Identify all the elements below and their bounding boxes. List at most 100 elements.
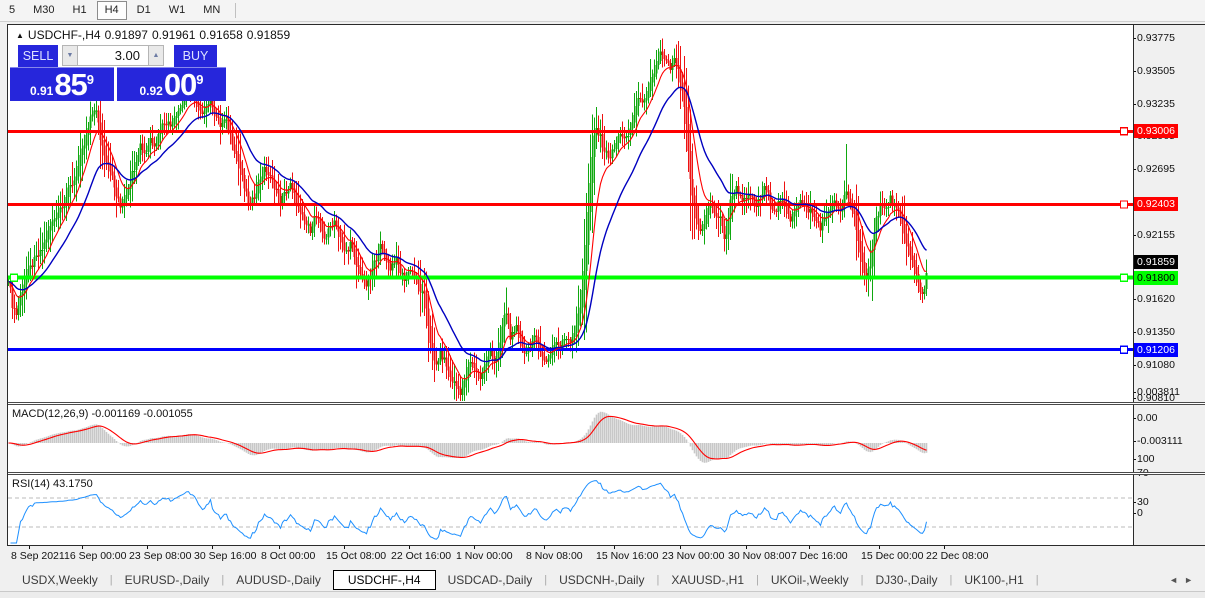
tab-xauusd-h1[interactable]: XAUUSD-,H1 [671, 573, 744, 587]
ohlc-open: 0.91897 [104, 28, 148, 42]
chart-title: ▲ USDCHF-,H4 0.91897 0.91961 0.91658 0.91859 [16, 28, 294, 42]
time-axis-tick [29, 546, 30, 549]
chart-tab-bar: USDX,Weekly | EURUSD-,Daily | AUDUSD-,Daily U… [0, 569, 1205, 591]
tab-usdx-weekly[interactable]: USDX,Weekly [22, 573, 98, 587]
level-price-label: 0.91206 [1134, 343, 1178, 357]
timeframe-button-d1[interactable]: D1 [136, 4, 151, 16]
tab-scroll-left-icon[interactable]: ◄ [1169, 575, 1185, 585]
rsi-pane[interactable] [8, 475, 1133, 545]
macd-axis-label: -0.003111 [1133, 435, 1183, 447]
timeframe-button-w1[interactable]: W1 [168, 4, 186, 16]
macd-splitter[interactable] [8, 402, 1205, 405]
rsi-label: RSI(14) 43.1750 [12, 478, 93, 490]
time-axis-label: 8 Oct 00:00 [261, 550, 316, 562]
tab-scroll-right-icon[interactable]: ► [1184, 575, 1199, 585]
time-axis-label: 15 Nov 16:00 [596, 550, 659, 562]
level-price-label: 0.93006 [1134, 124, 1178, 138]
tab-scroll-arrows: ◄► [1169, 575, 1199, 585]
tab-separator: | [756, 574, 759, 586]
price-axis[interactable]: 0.937750.935050.932350.929650.926950.921… [1132, 25, 1205, 545]
tab-separator: | [949, 574, 953, 586]
ohlc-close: 0.91859 [246, 28, 291, 42]
time-axis-tick [212, 546, 213, 549]
time-axis-tick [409, 546, 410, 549]
status-strip [0, 591, 1205, 598]
time-axis-tick [879, 546, 880, 549]
price-axis-label: 0.93505 [1133, 65, 1175, 77]
timeframe-button-m30[interactable]: M30 [33, 4, 55, 16]
sell-button-label: SELL [22, 49, 54, 63]
time-axis-label: 15 Dec 00:00 [861, 550, 924, 562]
time-axis-label: 30 Nov 08:00 [728, 550, 791, 562]
time-axis-tick [279, 546, 280, 549]
time-axis-tick [809, 546, 810, 549]
one-click-trading-panel: SELL ▼ 3.00 ▲ BUY 0.91 85 9 0.92 00 9 [10, 45, 226, 101]
ohlc-high: 0.91961 [151, 28, 196, 42]
tab-separator: | [1035, 574, 1039, 586]
volume-input[interactable]: 3.00 [78, 45, 148, 66]
time-axis-tick [680, 546, 681, 549]
volume-increase-button[interactable]: ▲ [148, 45, 164, 66]
chart-frame-left [7, 24, 8, 546]
time-axis-label: 8 Sep 2021 [11, 550, 65, 562]
volume-decrease-button[interactable]: ▼ [62, 45, 78, 66]
price-axis-label: 0.92695 [1133, 163, 1175, 175]
rsi-axis-label: 100 [1133, 453, 1155, 465]
tab-separator: | [109, 574, 113, 586]
time-axis-label: 8 Nov 08:00 [526, 550, 583, 562]
tab-ukoil-weekly[interactable]: UKOil-,Weekly [770, 573, 849, 587]
rsi-splitter[interactable] [8, 472, 1205, 475]
rsi-axis-label: 30 [1133, 496, 1149, 508]
toolbar-separator [235, 3, 237, 18]
timeframe-button-h1[interactable]: H1 [72, 4, 87, 16]
time-axis-label: 22 Dec 08:00 [926, 550, 989, 562]
tab-usdchf-h4[interactable]: USDCHF-,H4 [332, 570, 436, 590]
timeframe-button-h4[interactable]: H4 [96, 1, 127, 20]
price-axis-label: 0.92155 [1133, 229, 1175, 241]
tab-uk100-h1[interactable]: UK100-,H1 [964, 573, 1024, 587]
tab-separator: | [656, 574, 660, 586]
time-axis-tick [474, 546, 475, 549]
time-axis-label: 16 Sep 00:00 [64, 550, 127, 562]
tab-dj30-daily[interactable]: DJ30-,Daily [875, 573, 938, 587]
time-axis-label: 7 Dec 16:00 [791, 550, 848, 562]
price-axis-label: 0.91080 [1133, 359, 1175, 371]
time-axis-tick [746, 546, 747, 549]
chart-frame-top [8, 24, 1205, 25]
buy-button[interactable]: BUY [174, 45, 217, 67]
level-price-label: 0.92403 [1134, 197, 1178, 211]
time-axis-tick [944, 546, 945, 549]
buy-price-pip: 9 [196, 72, 204, 87]
time-axis[interactable]: 8 Sep 2021 16 Sep 00:00 23 Sep 08:00 30 Sep… [0, 546, 1205, 568]
time-axis-tick [82, 546, 83, 549]
sell-button[interactable]: SELL [18, 45, 58, 67]
time-axis-label: 1 Nov 00:00 [456, 550, 513, 562]
time-axis-tick [344, 546, 345, 549]
time-axis-divider [8, 545, 1205, 546]
sell-price-prefix: 0.91 [29, 84, 54, 98]
ohlc-low: 0.91658 [199, 28, 243, 42]
tab-eurusd-daily[interactable]: EURUSD-,Daily [124, 573, 210, 587]
tab-separator: | [221, 574, 225, 586]
sell-price-big: 85 [54, 67, 87, 102]
timeframe-button-mn[interactable]: MN [203, 4, 221, 16]
timeframe-button-5[interactable]: 5 [9, 4, 16, 16]
collapse-panel-icon[interactable]: ▲ [16, 31, 24, 40]
time-axis-label: 30 Sep 16:00 [194, 550, 257, 562]
macd-pane[interactable] [8, 405, 1133, 472]
tab-usdcnh-daily[interactable]: USDCNH-,Daily [559, 573, 645, 587]
time-axis-label: 15 Oct 08:00 [326, 550, 387, 562]
price-axis-label: 0.93775 [1133, 32, 1175, 44]
chart-symbol: USDCHF-,H4 [27, 28, 101, 42]
time-axis-label: 22 Oct 16:00 [391, 550, 452, 562]
time-axis-label: 23 Nov 00:00 [662, 550, 725, 562]
sell-price-button[interactable]: 0.91 85 9 [10, 67, 114, 101]
buy-price-big: 00 [163, 67, 197, 102]
buy-price-button[interactable]: 0.92 00 9 [117, 67, 226, 101]
rsi-axis-label: 0 [1133, 507, 1143, 519]
tab-usdcad-daily[interactable]: USDCAD-,Daily [447, 573, 533, 587]
level-price-label: 0.91800 [1134, 271, 1178, 285]
tab-audusd-daily[interactable]: AUDUSD-,Daily [236, 573, 321, 587]
price-axis-divider [1133, 25, 1134, 545]
price-axis-label: 0.91350 [1133, 326, 1175, 338]
